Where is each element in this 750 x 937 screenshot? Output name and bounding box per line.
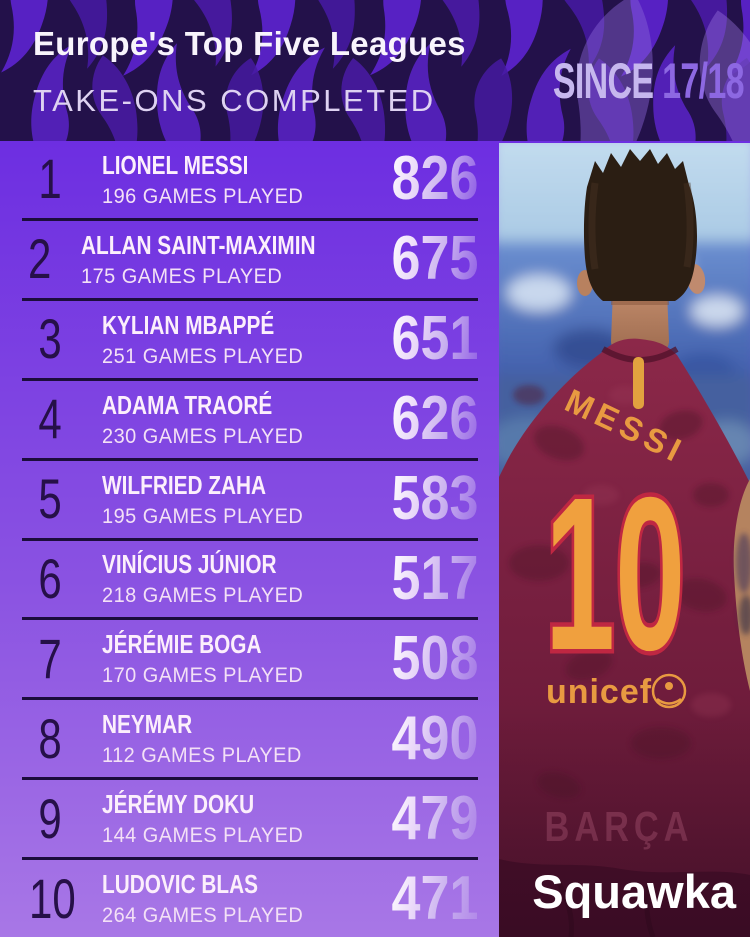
leaderboard-row: 1 LIONEL MESSI 196 GAMES PLAYED 826: [22, 141, 478, 221]
takeons-value: 626: [391, 384, 478, 454]
player-name: WILFRIED ZAHA: [102, 469, 267, 500]
leaderboard-row: 10 LUDOVIC BLAS 264 GAMES PLAYED 471: [22, 860, 478, 937]
leaderboard-row: 9 JÉRÉMY DOKU 144 GAMES PLAYED 479: [22, 780, 478, 861]
messi-photo: MESSI 10 unicef BARÇA: [499, 143, 750, 937]
header: Europe's Top Five Leagues TAKE-ONS COMPL…: [0, 0, 750, 141]
hair-fade-left: [588, 182, 599, 270]
jersey-number: 10: [541, 449, 688, 699]
takeons-value: 508: [391, 623, 478, 693]
page-subtitle: TAKE-ONS COMPLETED: [33, 83, 436, 118]
arm-tattoo: [736, 533, 750, 635]
rank-number: 4: [38, 387, 62, 451]
leaderboard-list: 1 LIONEL MESSI 196 GAMES PLAYED 826 2 AL…: [0, 141, 499, 937]
leaderboard-row: 8 NEYMAR 112 GAMES PLAYED 490: [22, 700, 478, 781]
takeons-value: 826: [391, 144, 478, 214]
rank-number: 8: [38, 706, 62, 770]
player-games-played: 195 GAMES PLAYED: [102, 504, 304, 528]
leaderboard-row: 3 KYLIAN MBAPPÉ 251 GAMES PLAYED 651: [22, 301, 478, 381]
player-games-played: 144 GAMES PLAYED: [102, 824, 304, 848]
hair: [583, 149, 697, 301]
takeons-value: 517: [391, 543, 478, 613]
leaderboard-row: 7 JÉRÉMIE BOGA 170 GAMES PLAYED 508: [22, 620, 478, 701]
player-name: ADAMA TRAORÉ: [102, 389, 273, 420]
takeons-value: 490: [391, 703, 478, 773]
player-info: KYLIAN MBAPPÉ 251 GAMES PLAYED: [102, 310, 317, 369]
player-name: NEYMAR: [102, 709, 193, 740]
collar-gold-stripe: [633, 357, 644, 409]
player-games-played: 251 GAMES PLAYED: [102, 344, 304, 368]
page-title: Europe's Top Five Leagues: [33, 25, 466, 62]
player-name: JÉRÉMIE BOGA: [102, 629, 262, 660]
since-word: SINCE: [553, 53, 663, 109]
player-games-played: 264 GAMES PLAYED: [102, 904, 304, 928]
player-games-played: 196 GAMES PLAYED: [102, 184, 304, 208]
player-name: JÉRÉMY DOKU: [102, 789, 255, 820]
player-info: JÉRÉMY DOKU 144 GAMES PLAYED: [102, 789, 314, 848]
player-info: LIONEL MESSI 196 GAMES PLAYED: [102, 150, 314, 209]
player-name: VINÍCIUS JÚNIOR: [102, 549, 277, 580]
player-info: JÉRÉMIE BOGA 170 GAMES PLAYED: [102, 629, 314, 688]
rank-number: 10: [29, 866, 76, 930]
takeons-value: 651: [391, 304, 478, 374]
content-area: 1 LIONEL MESSI 196 GAMES PLAYED 826 2 AL…: [0, 141, 750, 937]
jersey-number-text: 10: [545, 452, 686, 695]
player-info: NEYMAR 112 GAMES PLAYED: [102, 709, 312, 768]
messi-photo-illustration: MESSI 10 unicef BARÇA: [499, 143, 750, 937]
player-games-played: 112 GAMES PLAYED: [102, 744, 302, 768]
player-info: VINÍCIUS JÚNIOR 218 GAMES PLAYED: [102, 549, 320, 608]
rank-number: 9: [38, 786, 62, 850]
photo-vignette: [499, 703, 750, 937]
rank-number: 3: [38, 307, 62, 371]
rank-number: 2: [27, 227, 52, 291]
leaderboard-row: 6 VINÍCIUS JÚNIOR 218 GAMES PLAYED 517: [22, 541, 478, 621]
player-info: ADAMA TRAORÉ 230 GAMES PLAYED: [102, 390, 315, 449]
player-info: WILFRIED ZAHA 195 GAMES PLAYED: [102, 470, 314, 529]
takeons-value: 479: [391, 783, 478, 853]
takeons-value: 471: [391, 863, 478, 933]
player-games-played: 170 GAMES PLAYED: [102, 664, 304, 688]
messi-figure: MESSI 10 unicef BARÇA: [499, 149, 750, 937]
hair-fade-right: [683, 182, 694, 268]
player-name: ALLAN SAINT-MAXIMIN: [81, 229, 316, 260]
takeons-value: 583: [391, 464, 478, 534]
player-name: KYLIAN MBAPPÉ: [102, 309, 275, 340]
leaderboard-row: 4 ADAMA TRAORÉ 230 GAMES PLAYED 626: [22, 381, 478, 461]
player-games-played: 175 GAMES PLAYED: [81, 264, 283, 288]
player-name: LUDOVIC BLAS: [102, 869, 258, 900]
player-info: LUDOVIC BLAS 264 GAMES PLAYED: [102, 869, 314, 928]
rank-number: 7: [38, 626, 62, 690]
leaderboard-row: 5 WILFRIED ZAHA 195 GAMES PLAYED 583: [22, 461, 478, 541]
player-info: ALLAN SAINT-MAXIMIN 175 GAMES PLAYED: [81, 230, 374, 289]
squawka-logo: Squawka: [532, 865, 736, 918]
rank-number: 5: [38, 467, 62, 531]
player-games-played: 218 GAMES PLAYED: [102, 584, 304, 608]
leaderboard-row: 2 ALLAN SAINT-MAXIMIN 175 GAMES PLAYED 6…: [22, 221, 478, 301]
rank-number: 1: [38, 147, 62, 211]
since-season-label: SINCE 17/18: [553, 52, 745, 110]
rank-number: 6: [38, 546, 62, 610]
since-season-value: 17/18: [662, 53, 744, 109]
player-games-played: 230 GAMES PLAYED: [102, 424, 304, 448]
takeons-value: 675: [391, 224, 478, 294]
player-name: LIONEL MESSI: [102, 149, 249, 180]
